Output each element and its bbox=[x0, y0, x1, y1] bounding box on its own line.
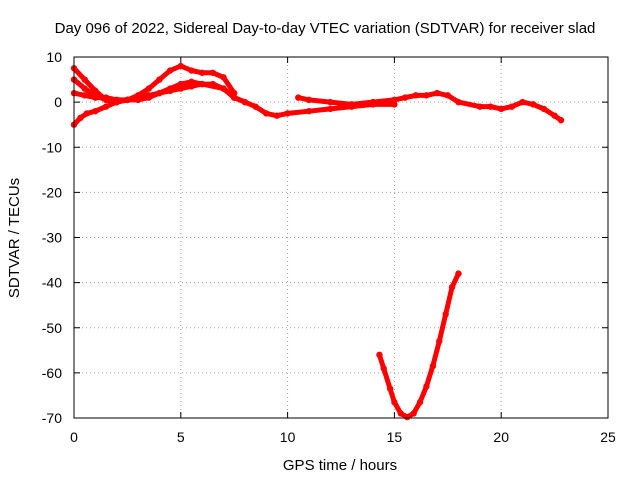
axis-ticks: 0 5 10 15 20 25 10 0 -10 -20 -30 -40 -50 -60 -70 bbox=[42, 49, 616, 445]
data-point bbox=[305, 107, 313, 115]
grid-lines bbox=[74, 57, 608, 418]
y-tick-label: -70 bbox=[42, 410, 62, 426]
data-point bbox=[77, 114, 84, 122]
data-point bbox=[380, 365, 387, 372]
data-point bbox=[369, 98, 377, 106]
data-point bbox=[134, 94, 142, 101]
data-point bbox=[448, 283, 456, 291]
data-point bbox=[476, 103, 484, 110]
data-point bbox=[412, 92, 419, 99]
data-point bbox=[209, 69, 217, 76]
data-point bbox=[92, 107, 99, 115]
y-tick-label: -20 bbox=[42, 184, 62, 200]
data-point bbox=[416, 399, 424, 406]
y-tick-label: -40 bbox=[42, 275, 62, 291]
data-point bbox=[498, 105, 505, 113]
data-point bbox=[391, 399, 398, 406]
data-point bbox=[305, 96, 313, 104]
data-point bbox=[92, 94, 99, 101]
data-point bbox=[166, 87, 174, 95]
data-point bbox=[423, 383, 430, 390]
data-point bbox=[263, 110, 270, 117]
y-tick-label: -60 bbox=[42, 365, 62, 381]
data-point bbox=[348, 101, 355, 108]
data-point bbox=[391, 101, 398, 108]
data-series bbox=[70, 62, 565, 421]
data-point bbox=[391, 96, 398, 104]
data-point bbox=[455, 98, 462, 106]
data-point bbox=[508, 103, 516, 110]
data-point bbox=[156, 76, 163, 83]
data-point bbox=[177, 62, 184, 70]
data-point bbox=[455, 270, 462, 277]
data-point bbox=[166, 67, 174, 74]
series-arc-4 bbox=[70, 80, 398, 119]
data-point bbox=[442, 311, 449, 318]
y-tick-label: -30 bbox=[42, 230, 62, 246]
x-tick-label: 15 bbox=[387, 429, 403, 445]
data-point bbox=[188, 83, 195, 90]
data-point bbox=[145, 85, 152, 92]
x-tick-label: 10 bbox=[280, 429, 296, 445]
data-point bbox=[540, 105, 548, 113]
data-point bbox=[410, 410, 417, 417]
data-point bbox=[433, 89, 441, 97]
x-tick-label: 25 bbox=[600, 429, 616, 445]
data-point bbox=[113, 96, 120, 104]
data-point bbox=[386, 385, 394, 392]
data-point bbox=[530, 101, 537, 108]
data-point bbox=[423, 92, 430, 99]
data-point bbox=[557, 116, 565, 124]
data-point bbox=[177, 85, 184, 92]
data-point bbox=[102, 94, 110, 101]
data-point bbox=[436, 338, 443, 345]
data-point bbox=[188, 78, 195, 86]
y-tick-label: 0 bbox=[54, 94, 62, 110]
data-point bbox=[81, 76, 88, 83]
data-point bbox=[327, 105, 334, 113]
data-point bbox=[220, 74, 227, 81]
y-axis-label: SDTVAR / TECUs bbox=[6, 178, 23, 298]
data-point bbox=[444, 92, 451, 99]
y-tick-label: -50 bbox=[42, 320, 62, 336]
data-point bbox=[198, 80, 206, 88]
data-point bbox=[81, 85, 88, 92]
chart-title: Day 096 of 2022, Sidereal Day-to-day VTE… bbox=[55, 20, 596, 37]
y-tick-label: 10 bbox=[46, 49, 62, 65]
data-point bbox=[551, 112, 558, 119]
data-point bbox=[198, 69, 206, 76]
x-tick-label: 20 bbox=[493, 429, 509, 445]
y-tick-label: -10 bbox=[42, 139, 62, 155]
series-arc-5 bbox=[295, 89, 565, 124]
x-axis-label: GPS time / hours bbox=[283, 457, 397, 474]
data-point bbox=[397, 410, 405, 417]
data-point bbox=[156, 89, 163, 97]
data-point bbox=[404, 413, 411, 421]
data-point bbox=[241, 98, 249, 106]
data-point bbox=[81, 92, 88, 99]
data-point bbox=[83, 110, 91, 117]
series-arc-6 bbox=[376, 270, 462, 421]
data-point bbox=[376, 351, 383, 359]
series-line bbox=[376, 271, 461, 420]
data-point bbox=[177, 80, 184, 88]
data-point bbox=[145, 92, 152, 99]
data-point bbox=[487, 103, 494, 110]
data-point bbox=[220, 85, 227, 92]
data-point bbox=[188, 67, 195, 74]
data-point bbox=[295, 94, 302, 101]
data-point bbox=[124, 96, 131, 104]
data-point bbox=[284, 110, 291, 117]
data-point bbox=[519, 98, 526, 106]
data-point bbox=[327, 98, 334, 106]
data-point bbox=[429, 362, 437, 370]
x-tick-label: 5 bbox=[177, 429, 185, 445]
data-point bbox=[252, 103, 259, 110]
data-point bbox=[273, 112, 281, 119]
data-point bbox=[231, 94, 238, 101]
data-point bbox=[102, 103, 110, 110]
data-point bbox=[401, 94, 409, 101]
x-tick-label: 0 bbox=[70, 429, 78, 445]
